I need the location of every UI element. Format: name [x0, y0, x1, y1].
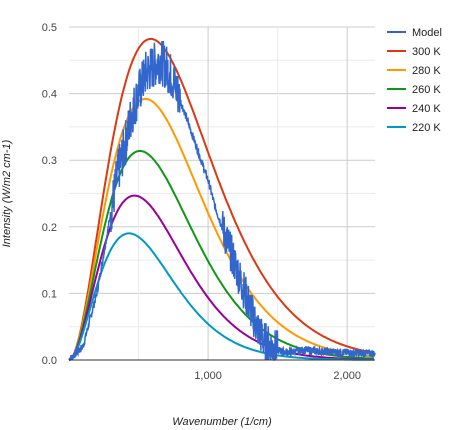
plot-area [68, 37, 376, 361]
y-tick-label: 0.5 [42, 22, 57, 34]
legend-label: Model [412, 27, 442, 39]
legend-item[interactable]: 220 K [387, 122, 441, 134]
legend-item[interactable]: 300 K [387, 46, 441, 58]
x-axis-ticks: 1,000 2,000 [194, 370, 361, 382]
series-line-300-k [68, 37, 375, 361]
x-tick-label: 2,000 [333, 370, 361, 382]
y-tick-label: 0.4 [42, 89, 57, 101]
legend-item[interactable]: Model [387, 27, 442, 39]
series-line-240-k [68, 194, 374, 361]
legend-item[interactable]: 280 K [387, 65, 441, 77]
legend[interactable]: Model 300 K 280 K 260 K 240 K 220 K [387, 27, 442, 134]
series-line-model [68, 40, 376, 361]
series-line-280-k [68, 97, 375, 361]
legend-label: 300 K [412, 46, 441, 58]
legend-label: 260 K [412, 84, 441, 96]
y-tick-label: 0.2 [42, 222, 57, 234]
legend-item[interactable]: 260 K [387, 84, 441, 96]
legend-label: 220 K [412, 122, 441, 134]
y-tick-label: 0.1 [42, 288, 57, 300]
y-axis-title: Intensity (W/m2 cm-1) [1, 139, 13, 247]
legend-label: 240 K [412, 103, 441, 115]
y-tick-label: 0.3 [42, 155, 57, 167]
y-tick-label: 0.0 [42, 355, 57, 367]
legend-label: 280 K [412, 65, 441, 77]
x-axis-title: Wavenumber (1/cm) [172, 416, 272, 428]
series-line-220-k [68, 232, 374, 361]
y-axis-ticks: 0.0 0.1 0.2 0.3 0.4 0.5 [42, 22, 57, 367]
x-tick-label: 1,000 [194, 370, 222, 382]
legend-item[interactable]: 240 K [387, 103, 441, 115]
